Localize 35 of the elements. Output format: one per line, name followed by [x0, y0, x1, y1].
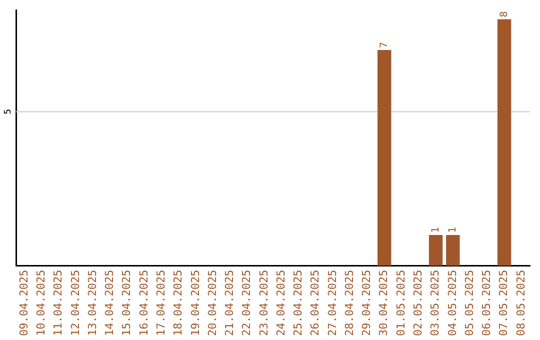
x-tick-label: 23.04.2025 [257, 270, 270, 336]
x-tick-label: 01.05.2025 [394, 270, 408, 336]
x-tick-label: 08.05.2025 [514, 270, 528, 336]
x-tick-label: 20.04.2025 [206, 270, 219, 336]
x-tick-label: 30.04.2025 [377, 270, 390, 336]
x-tick-label: 11.04.2025 [52, 270, 65, 336]
x-tick-label: 14.04.2025 [103, 270, 116, 336]
x-tick-label: 04.05.2025 [446, 270, 459, 336]
x-tick-label: 24.04.2025 [274, 270, 288, 336]
x-tick-label: 27.04.2025 [326, 270, 339, 336]
x-tick-label: 28.04.2025 [342, 270, 356, 336]
x-tick-label: 05.05.2025 [462, 270, 476, 336]
x-tick-label: 25.04.2025 [292, 270, 305, 336]
x-tick-label: 13.04.2025 [86, 270, 99, 336]
x-tick-label: 17.04.2025 [154, 270, 168, 336]
data-label: 1 [447, 226, 458, 233]
x-tick-label: 10.04.2025 [34, 270, 48, 336]
x-tick-label: 15.04.2025 [120, 270, 134, 336]
data-label: 8 [498, 11, 510, 18]
x-tick-label: 19.04.2025 [188, 270, 202, 336]
x-tick-label: 21.04.2025 [223, 270, 236, 336]
x-tick-label: 07.05.2025 [497, 270, 510, 336]
x-tick-label: 22.04.2025 [240, 270, 254, 336]
x-tick-label: 03.05.2025 [428, 270, 442, 336]
x-tick-label: 18.04.2025 [172, 270, 185, 336]
data-label: 1 [430, 226, 442, 233]
x-tick-label: 16.04.2025 [137, 270, 150, 336]
x-tick-label: 02.05.2025 [411, 270, 424, 336]
ref-line-label: 5 [3, 108, 14, 114]
x-tick-label: 09.04.2025 [17, 270, 30, 336]
x-tick-label: 26.04.2025 [308, 270, 322, 336]
data-label: 7 [378, 42, 390, 48]
x-tick-label: 29.04.2025 [360, 270, 374, 336]
x-tick-label: 12.04.2025 [68, 270, 82, 336]
x-tick-label: 06.05.2025 [480, 270, 494, 336]
